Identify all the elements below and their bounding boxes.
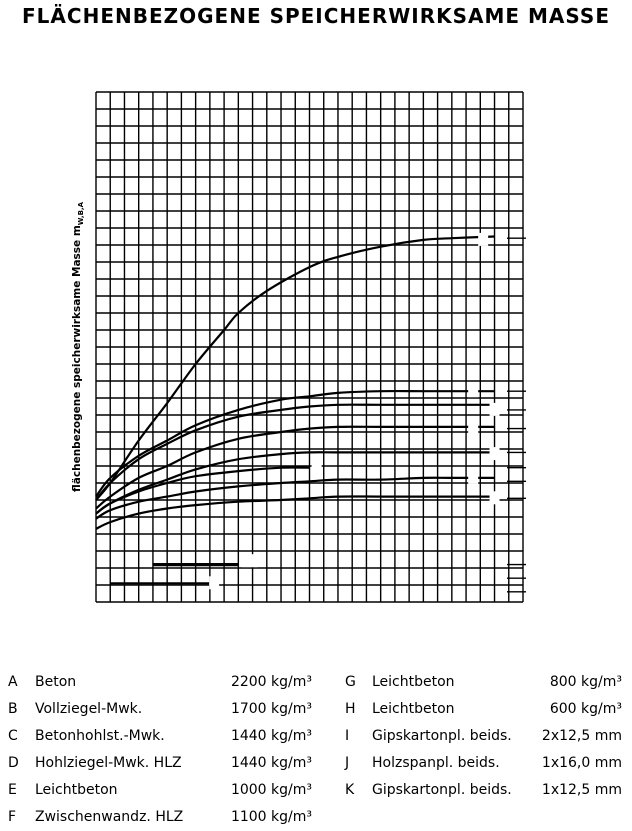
legend-letter: F: [8, 809, 17, 825]
legend-letter: J: [345, 755, 350, 771]
series-letter-bg: [478, 232, 489, 246]
legend-name: Vollziegel-Mwk.: [35, 701, 143, 717]
series-line-h: [95, 495, 495, 530]
series-line-d: [95, 425, 495, 510]
legend-row: B Vollziegel-Mwk. 1700 kg/m³: [8, 699, 312, 719]
y-axis-label-text: flächenbezogene speicherwirksame Masse m: [71, 225, 83, 492]
legend-name: Hohlziegel-Mwk. HLZ: [35, 755, 182, 771]
chart-title: FLÄCHENBEZOGENE SPEICHERWIRKSAME MASSE: [22, 4, 610, 28]
legend-letter: E: [8, 782, 17, 798]
legend-letter: A: [8, 674, 18, 690]
legend-row: E Leichtbeton 1000 kg/m³: [8, 780, 312, 800]
legend-name: Betonhohlst.-Mwk.: [35, 728, 165, 744]
legend-value: 2200 kg/m³: [230, 674, 312, 690]
legend-row: I Gipskartonpl. beids. 2x12,5 mm: [345, 726, 622, 746]
legend-value: 600 kg/m³: [549, 701, 622, 717]
series-letter-bg: [489, 491, 500, 505]
series-line-c: [95, 403, 495, 501]
series-letter-bg: [311, 460, 322, 474]
legend-value: 1440 kg/m³: [230, 755, 312, 771]
legend-row: K Gipskartonpl. beids. 1x12,5 mm: [345, 780, 622, 800]
legend: A Beton 2200 kg/m³ B Vollziegel-Mwk. 1700 kg/…: [0, 666, 632, 831]
series-line-g: [95, 476, 495, 520]
legend-value: 1000 kg/m³: [230, 782, 312, 798]
legend-letter: C: [8, 728, 18, 744]
legend-value: 1100 kg/m³: [230, 809, 312, 825]
series-letter-bg: [241, 554, 258, 568]
legend-value: 1x16,0 mm: [541, 755, 622, 771]
series-line-f: [95, 466, 310, 515]
series-letter-bg: [468, 470, 479, 484]
series-letter-bg: [489, 402, 500, 416]
y-axis-label: flächenbezogene speicherwirksame Masse m…: [71, 201, 85, 492]
legend-letter: B: [8, 701, 18, 717]
chart: flächenbezogene speicherwirksame Masse m…: [71, 91, 526, 603]
legend-row: D Hohlziegel-Mwk. HLZ 1440 kg/m³: [8, 753, 312, 773]
legend-name: Gipskartonpl. beids.: [372, 782, 512, 798]
series-letter-bg: [489, 447, 500, 461]
legend-name: Gipskartonpl. beids.: [372, 728, 512, 744]
legend-value: 1440 kg/m³: [230, 728, 312, 744]
legend-letter: K: [345, 782, 355, 798]
legend-row: J Holzspanpl. beids. 1x16,0 mm: [345, 753, 622, 773]
series-letter-bg: [468, 421, 479, 435]
legend-row: F Zwischenwandz. HLZ 1100 kg/m³: [8, 807, 312, 827]
legend-value: 800 kg/m³: [549, 674, 622, 690]
legend-value: 2x12,5 mm: [541, 728, 622, 744]
legend-name: Holzspanpl. beids.: [372, 755, 500, 771]
legend-row: C Betonhohlst.-Mwk. 1440 kg/m³: [8, 726, 312, 746]
legend-row: H Leichtbeton 600 kg/m³: [345, 699, 622, 719]
legend-letter: H: [345, 701, 356, 717]
series-line-a: [95, 235, 495, 501]
series-letter-bg: [209, 576, 220, 590]
series-line-b: [95, 389, 495, 498]
legend-letter: I: [345, 728, 350, 744]
legend-name: Beton: [35, 674, 77, 690]
series-letter-bg: [468, 384, 479, 398]
series-line-e: [95, 451, 495, 515]
legend-row: G Leichtbeton 800 kg/m³: [345, 672, 622, 692]
legend-letter: D: [8, 755, 19, 771]
legend-value: 1700 kg/m³: [230, 701, 312, 717]
legend-value: 1x12,5 mm: [541, 782, 622, 798]
y-axis-label-subscript: W,B,A: [77, 201, 85, 225]
legend-name: Leichtbeton: [372, 674, 455, 690]
legend-name: Leichtbeton: [372, 701, 455, 717]
legend-name: Zwischenwandz. HLZ: [35, 809, 184, 825]
legend-letter: G: [345, 674, 356, 690]
legend-name: Leichtbeton: [35, 782, 118, 798]
legend-row: A Beton 2200 kg/m³: [8, 672, 312, 692]
